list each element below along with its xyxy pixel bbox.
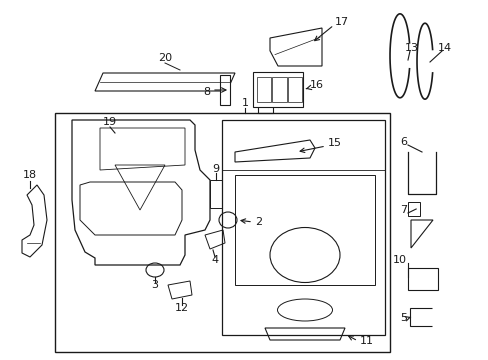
Bar [209,180,222,208]
Text: 6: 6 [399,137,406,147]
Text: 16: 16 [309,80,324,90]
Text: 5: 5 [399,313,406,323]
Bar [257,77,271,102]
Text: 12: 12 [175,303,189,313]
Bar [55,113,389,352]
Bar [272,77,286,102]
Text: 4: 4 [211,255,218,265]
Bar [220,75,229,105]
Text: 3: 3 [151,280,158,290]
Text: 15: 15 [327,138,341,148]
Text: 9: 9 [212,164,219,174]
Text: 13: 13 [404,43,418,53]
Text: 1: 1 [241,98,248,108]
Text: 20: 20 [158,53,172,63]
Text: 7: 7 [399,205,406,215]
Text: 19: 19 [103,117,117,127]
Text: 11: 11 [359,336,373,346]
Text: 8: 8 [203,87,209,97]
Text: 18: 18 [23,170,37,180]
Bar [407,268,437,290]
Text: 2: 2 [254,217,262,227]
Bar [407,202,419,216]
Text: 14: 14 [437,43,451,53]
Text: 17: 17 [334,17,348,27]
Text: 10: 10 [392,255,406,265]
Bar [252,72,303,107]
Bar [287,77,301,102]
